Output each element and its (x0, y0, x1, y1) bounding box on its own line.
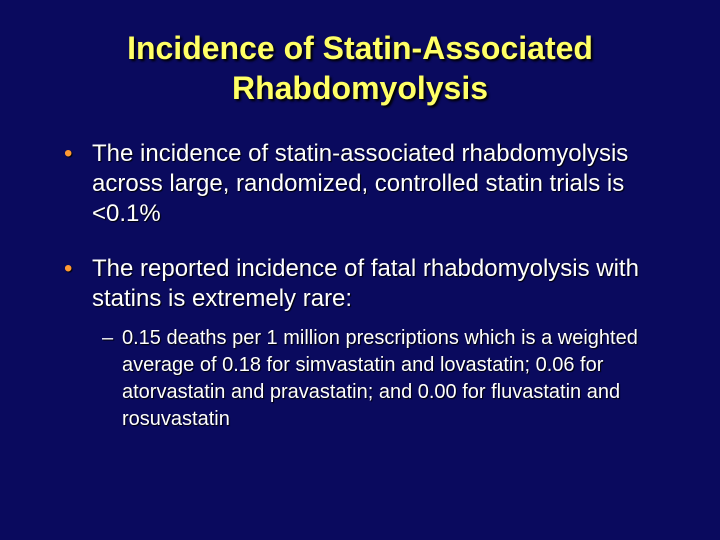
bullet-icon: • (64, 255, 73, 282)
bullet-item: • The incidence of statin-associated rha… (64, 139, 692, 229)
bullet-item: • The reported incidence of fatal rhabdo… (64, 254, 692, 314)
bullet-text: The reported incidence of fatal rhabdomy… (92, 255, 639, 312)
dash-icon: – (102, 327, 114, 349)
bullet-text: The incidence of statin-associated rhabd… (92, 140, 629, 227)
slide-title: Incidence of Statin-Associated Rhabdomyo… (127, 30, 593, 106)
bullet-icon: • (64, 140, 73, 167)
sub-bullet-text: 0.15 deaths per 1 million prescriptions … (122, 327, 638, 430)
sub-bullet-item: – 0.15 deaths per 1 million prescription… (102, 325, 662, 433)
